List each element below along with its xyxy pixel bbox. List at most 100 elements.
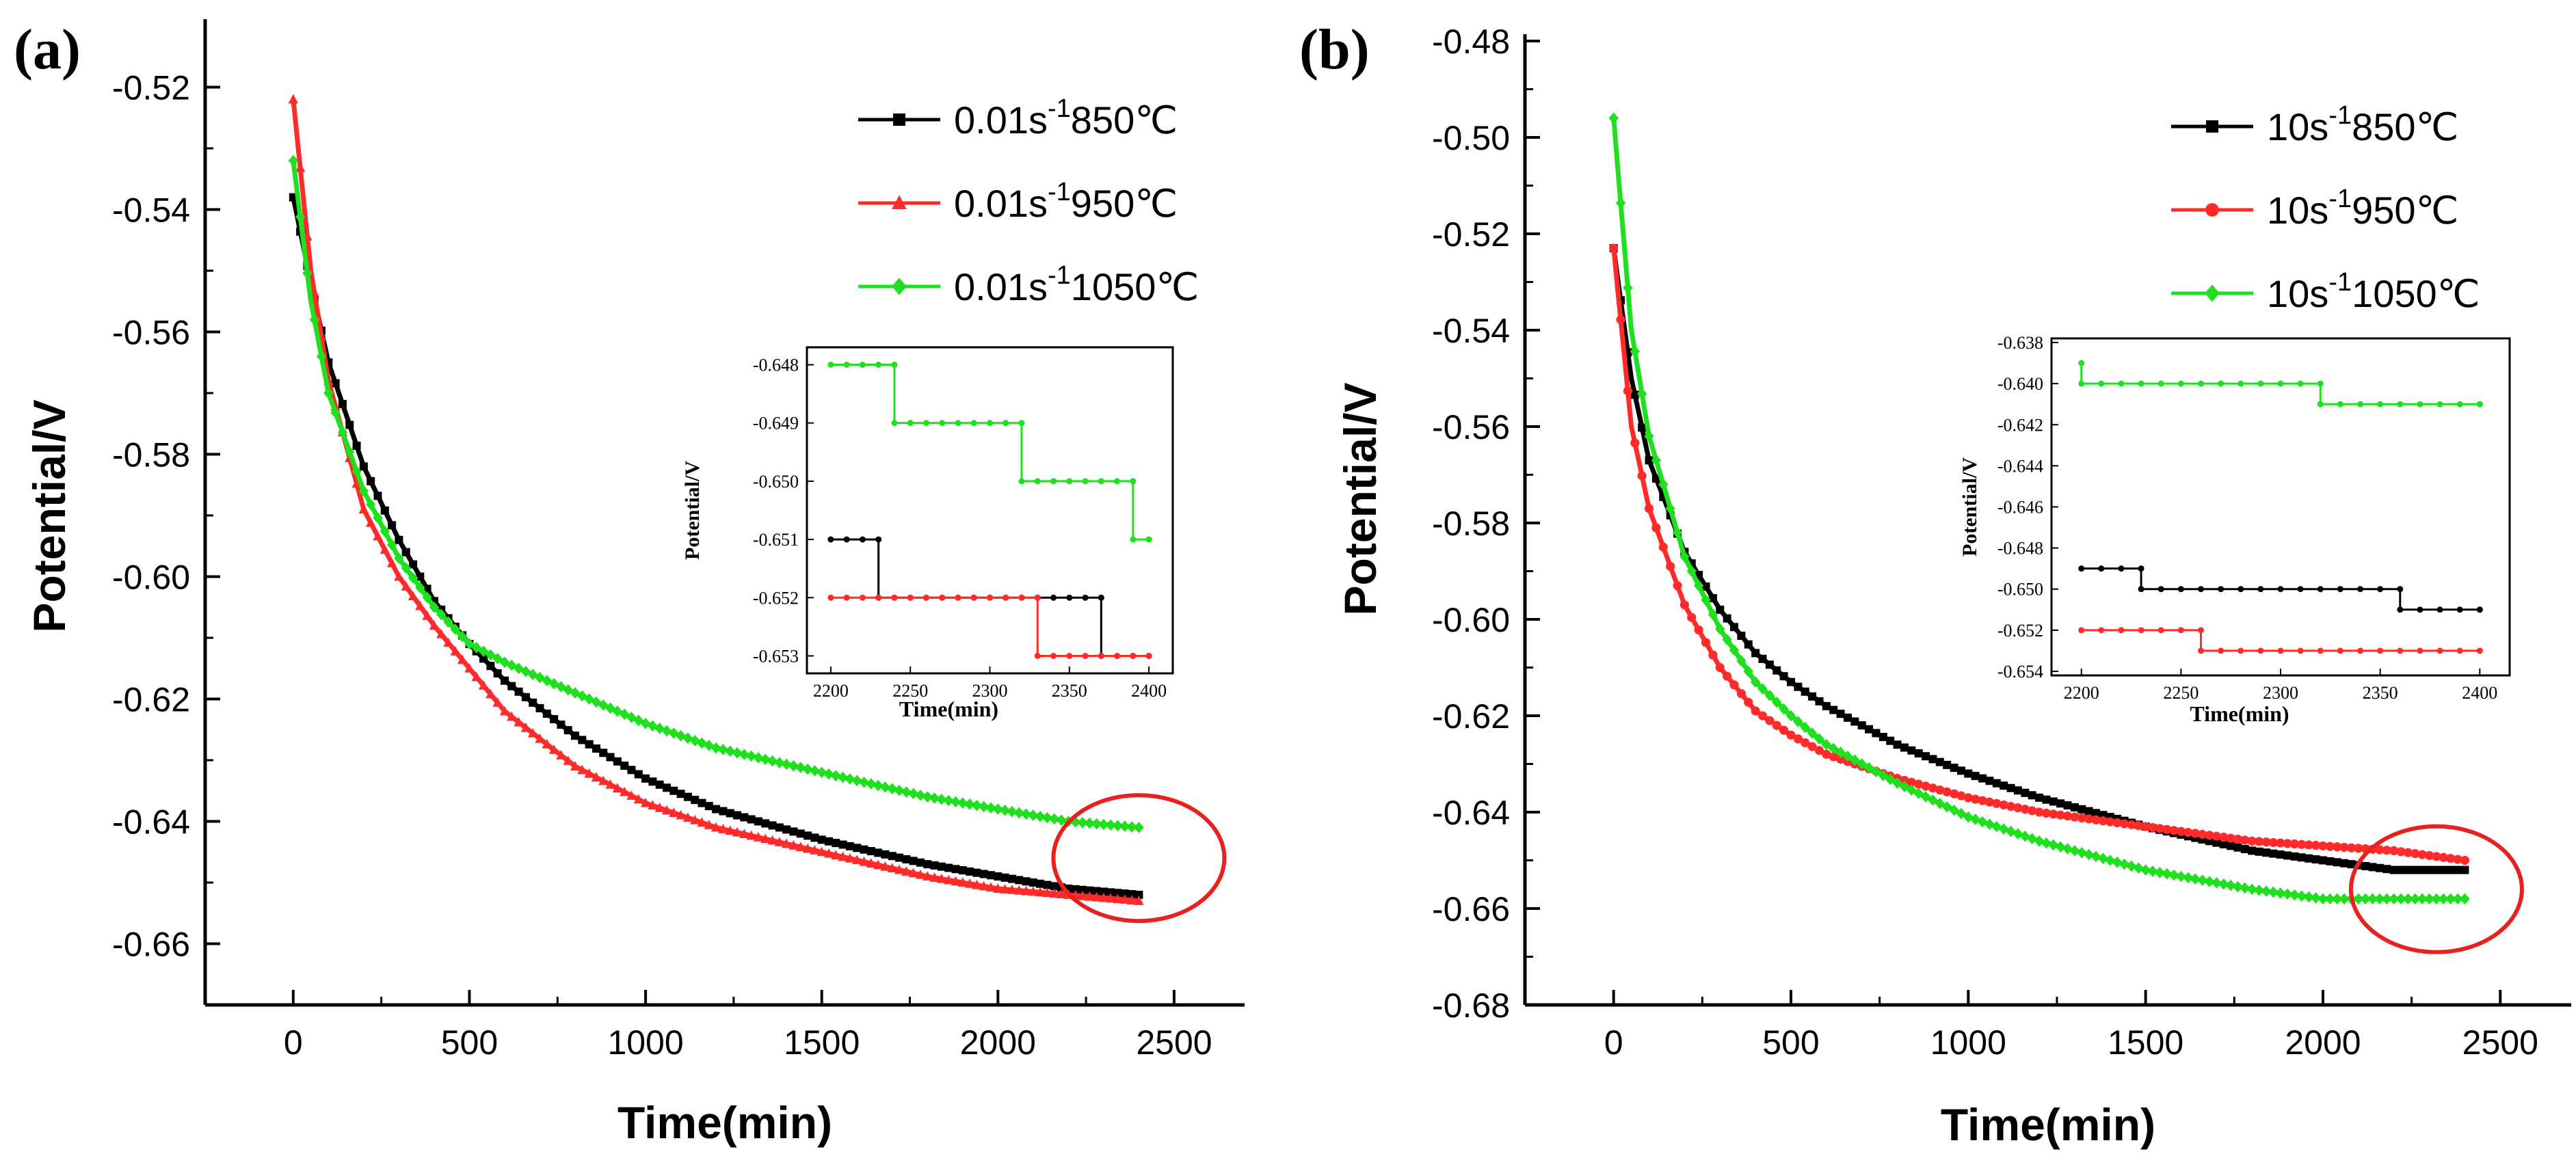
inset-series-marker <box>2417 606 2424 613</box>
series-marker <box>1049 813 1059 825</box>
series-marker <box>345 446 355 458</box>
inset-series-marker <box>2118 627 2125 634</box>
series-marker <box>1623 386 1633 396</box>
series-marker <box>1872 729 1881 738</box>
series-marker <box>2056 799 2065 808</box>
series-marker <box>2041 837 2051 849</box>
inset-series-marker <box>875 362 882 368</box>
series-marker <box>373 530 383 541</box>
series-marker <box>373 492 382 500</box>
series-marker <box>2325 842 2335 851</box>
legend-temperature: 950℃ <box>1071 182 1178 225</box>
series-marker <box>1098 818 1109 831</box>
inset-series-marker <box>922 594 929 601</box>
series-marker <box>2304 891 2314 903</box>
series-marker <box>450 623 461 635</box>
series-marker <box>450 645 461 656</box>
series-marker <box>1701 594 1711 606</box>
inset-series-marker <box>2377 647 2384 654</box>
series-marker <box>388 521 397 530</box>
series-0 <box>1609 244 2469 874</box>
series-marker <box>922 791 933 803</box>
inset-series-marker <box>2297 586 2304 593</box>
series-marker <box>964 878 975 888</box>
inset-series-marker <box>1098 478 1104 485</box>
series-marker <box>2077 813 2086 823</box>
series-marker <box>1743 665 1753 677</box>
series-marker <box>760 833 771 844</box>
inset-x-tick-label: 2200 <box>813 681 849 701</box>
series-marker <box>599 749 608 757</box>
series-marker <box>2084 807 2093 816</box>
inset-chart: -0.648 -0.649 -0.650 -0.651 -0.652 -0.653 2200… <box>681 346 1174 721</box>
inset-series-marker <box>1098 652 1104 659</box>
series-marker <box>1779 725 1789 735</box>
series-marker <box>1785 710 1796 722</box>
legend-label: 0.01s-11050℃ <box>954 261 1199 308</box>
inset-x-tick-label: 2400 <box>1131 681 1167 701</box>
series-marker <box>521 693 530 701</box>
inset-series-marker <box>1130 478 1137 485</box>
series-marker <box>1956 791 1966 801</box>
series-marker <box>1608 112 1619 124</box>
series-marker <box>1708 593 1717 602</box>
legend-marker <box>2205 203 2219 217</box>
series-marker <box>880 781 890 793</box>
inset-y-tick-label: -0.642 <box>1997 415 2043 435</box>
series-marker <box>1772 721 1781 730</box>
series-marker <box>2318 841 2328 850</box>
legend-label: 10s-11050℃ <box>2267 268 2480 315</box>
inset-series-marker <box>2397 606 2404 613</box>
series-marker <box>2289 839 2300 849</box>
series-marker <box>1113 820 1123 832</box>
series-marker <box>2112 818 2122 828</box>
y-tick-label: -0.56 <box>1432 408 1510 446</box>
series-marker <box>2353 893 2364 905</box>
series-marker <box>733 811 742 820</box>
series-marker <box>1808 692 1817 701</box>
series-marker <box>1085 891 1095 901</box>
series-marker <box>816 846 827 857</box>
series-marker <box>640 717 651 729</box>
series-marker <box>591 696 602 708</box>
series-marker <box>2048 839 2058 851</box>
series-marker <box>1644 430 1654 442</box>
series-marker <box>1092 887 1101 896</box>
series-marker <box>1914 779 1924 789</box>
series-0 <box>289 193 1143 899</box>
series-marker <box>654 803 665 812</box>
series-marker <box>1971 794 1980 804</box>
series-marker <box>1992 798 2002 808</box>
series-marker <box>337 426 348 438</box>
series-marker <box>1935 797 1946 809</box>
series-marker <box>1765 660 1774 669</box>
series-marker <box>2425 865 2434 874</box>
inset-series-marker <box>2476 606 2483 613</box>
series-marker <box>585 740 594 749</box>
inset-series-marker <box>2436 606 2443 613</box>
inset-series-marker <box>2257 586 2264 593</box>
inset-series-marker <box>2157 380 2164 387</box>
series-marker <box>1857 721 1866 730</box>
series-marker <box>2077 805 2086 814</box>
series-marker <box>464 662 475 673</box>
series-marker <box>1708 608 1718 621</box>
series-marker <box>2347 860 2356 869</box>
inset-series-marker <box>2098 380 2105 387</box>
series-marker <box>323 387 334 399</box>
series-marker <box>1644 504 1654 513</box>
y-tick-label: -0.60 <box>1432 601 1510 639</box>
legend-temperature: 1050℃ <box>2352 272 2480 315</box>
series-marker <box>1907 777 1916 787</box>
series-marker <box>859 856 869 866</box>
series-marker <box>1950 764 1958 772</box>
series-marker <box>1007 805 1018 818</box>
series-marker <box>486 649 496 661</box>
series-marker <box>1984 818 1995 831</box>
series-marker <box>598 699 609 711</box>
inset-x-tick-label: 2350 <box>1052 681 1087 701</box>
series-marker <box>1098 892 1109 902</box>
series-marker <box>288 94 299 104</box>
series-marker <box>2332 893 2342 905</box>
series-marker <box>2325 893 2335 905</box>
